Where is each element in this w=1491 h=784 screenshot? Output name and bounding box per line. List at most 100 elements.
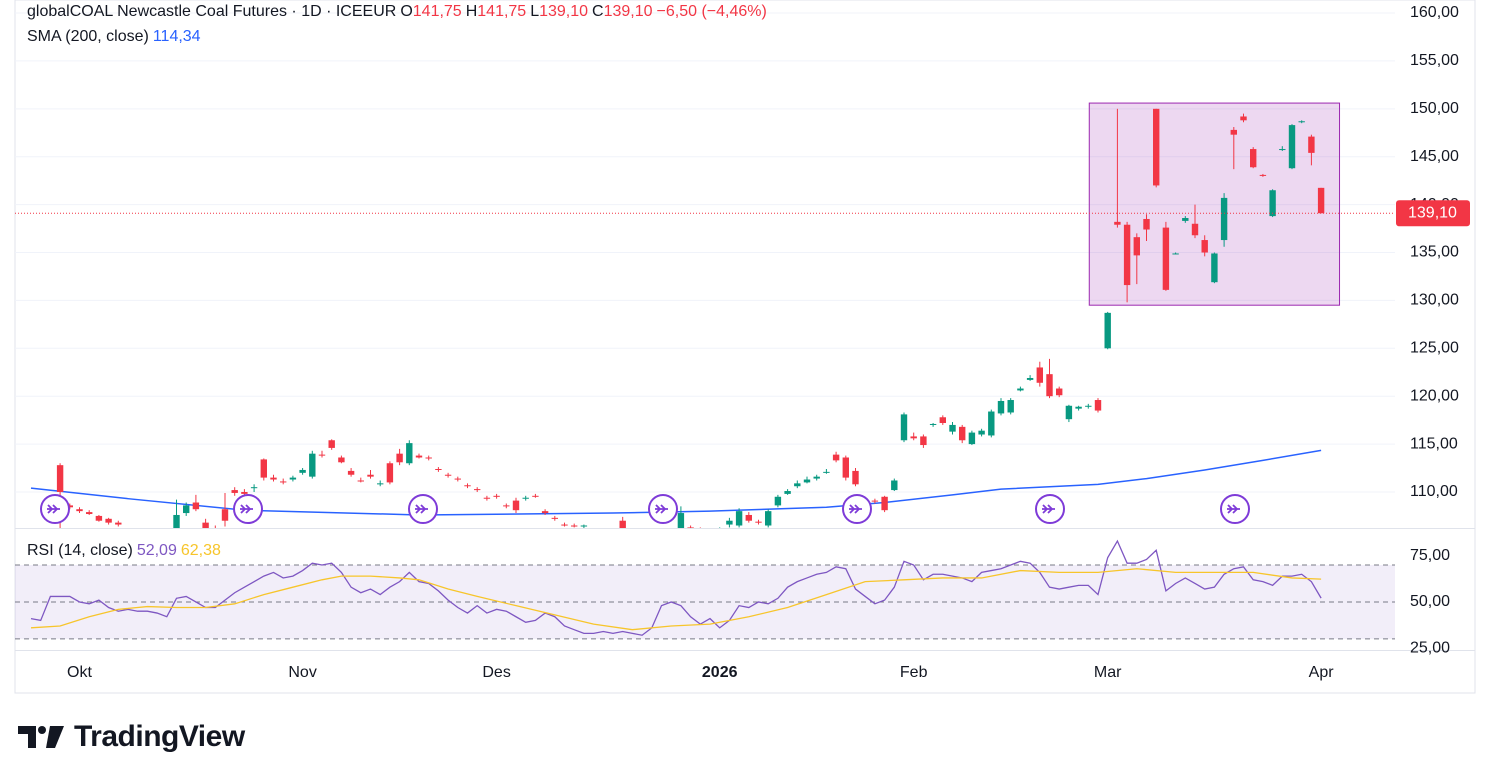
candle-body — [649, 537, 655, 538]
candle-body — [1143, 218, 1150, 230]
candle-body — [241, 491, 248, 494]
candle-body — [745, 514, 752, 521]
sma-name: SMA (200, close) — [27, 28, 149, 45]
candle-body — [561, 524, 568, 526]
candle-body — [435, 468, 442, 470]
candle-body — [541, 511, 549, 514]
candle-body — [250, 487, 258, 489]
ohlc-value: 141,75 — [412, 3, 462, 20]
candle-body — [677, 513, 685, 528]
candle-body — [415, 455, 423, 458]
event-icon — [415, 504, 428, 514]
candle-body — [600, 538, 606, 539]
candle-body — [280, 481, 287, 483]
candle-body — [1201, 240, 1208, 253]
candle-body — [66, 505, 73, 508]
rsi-line — [30, 568, 1322, 631]
candle-body — [590, 535, 596, 536]
candle-body — [1211, 253, 1218, 283]
candle-body — [707, 534, 713, 535]
candle-body — [959, 426, 966, 441]
candle-body — [1191, 223, 1199, 236]
candle-body — [444, 474, 452, 476]
candle-body — [735, 511, 743, 526]
candle-body — [1298, 121, 1305, 123]
candle-body — [639, 541, 645, 542]
rsi-value: 62,38 — [180, 542, 221, 559]
x-tick-label: Mar — [1094, 664, 1122, 681]
change-value: −6,50 (−4,46%) — [656, 3, 767, 20]
ohlc-value: 139,10 — [539, 3, 589, 20]
candle-body — [1153, 108, 1160, 186]
candle-body — [474, 489, 481, 491]
candle-body — [38, 539, 44, 541]
candle-body — [512, 500, 520, 511]
candle-body — [95, 515, 103, 521]
candle-body — [357, 480, 364, 482]
y-tick-label: 120,00 — [1410, 387, 1459, 404]
y-tick-label: 155,00 — [1410, 52, 1459, 69]
candle-body — [832, 454, 840, 461]
candle-body — [1250, 149, 1257, 168]
candle-body — [571, 525, 578, 527]
candle-body — [1162, 227, 1170, 290]
candle-body — [580, 525, 588, 527]
candle-body — [900, 414, 908, 441]
candle-body — [668, 531, 674, 534]
y-tick-label: 115,00 — [1410, 435, 1458, 452]
candle-body — [221, 509, 229, 521]
candle-body — [522, 497, 529, 499]
y-tick-label: 160,00 — [1410, 4, 1459, 21]
sma-legend: SMA (200, close) 114,34 — [27, 28, 205, 46]
brand-name: TradingView — [74, 720, 245, 753]
rsi-legend: RSI (14, close) 52,09 62,38 — [27, 542, 225, 560]
candle-body — [794, 483, 801, 487]
candle-body — [347, 470, 355, 475]
candle-body — [1017, 388, 1024, 391]
candle-body — [406, 443, 413, 464]
candle-body — [765, 511, 772, 526]
candle-body — [183, 505, 190, 514]
symbol-legend: globalCOAL Newcastle Coal Futures · 1D ·… — [27, 3, 771, 21]
candle-body — [338, 457, 345, 463]
candle-body — [377, 483, 384, 485]
candle-body — [1308, 136, 1315, 153]
candle-body — [1230, 129, 1237, 135]
event-icon — [1227, 504, 1240, 514]
candle-body — [115, 522, 122, 525]
candle-body — [726, 520, 733, 525]
candle-body — [717, 529, 723, 532]
candle-body — [454, 478, 461, 480]
candle-body — [842, 457, 849, 478]
ohlc-value: 139,10 — [603, 3, 653, 20]
candle-body — [202, 522, 209, 528]
candle-body — [823, 471, 830, 473]
candle-body — [483, 497, 491, 499]
candle-body — [1269, 190, 1276, 217]
candle-body — [318, 454, 326, 456]
candle-body — [784, 491, 791, 494]
ohlc-label: L — [530, 3, 540, 20]
candle-body — [939, 417, 946, 424]
last-price-tag — [1396, 200, 1470, 227]
rsi-value: 52,09 — [136, 542, 177, 559]
y-tick-label: 125,00 — [1410, 340, 1459, 357]
candle-body — [135, 538, 141, 541]
rsi-tick-label: 50,00 — [1410, 593, 1450, 610]
candle-body — [1182, 218, 1189, 221]
rsi-name: RSI (14, close) — [27, 542, 133, 559]
candle-body — [425, 457, 432, 459]
candle-body — [920, 436, 927, 446]
candle-body — [86, 512, 93, 515]
candle-body — [532, 495, 539, 497]
candle-body — [1288, 125, 1296, 169]
y-tick-label: 110,00 — [1410, 483, 1458, 500]
event-icon — [47, 504, 60, 514]
candle-body — [309, 453, 316, 477]
candle-body — [105, 518, 112, 523]
candle-body — [328, 440, 335, 448]
candle-body — [1123, 224, 1131, 286]
candle-body — [125, 535, 131, 538]
